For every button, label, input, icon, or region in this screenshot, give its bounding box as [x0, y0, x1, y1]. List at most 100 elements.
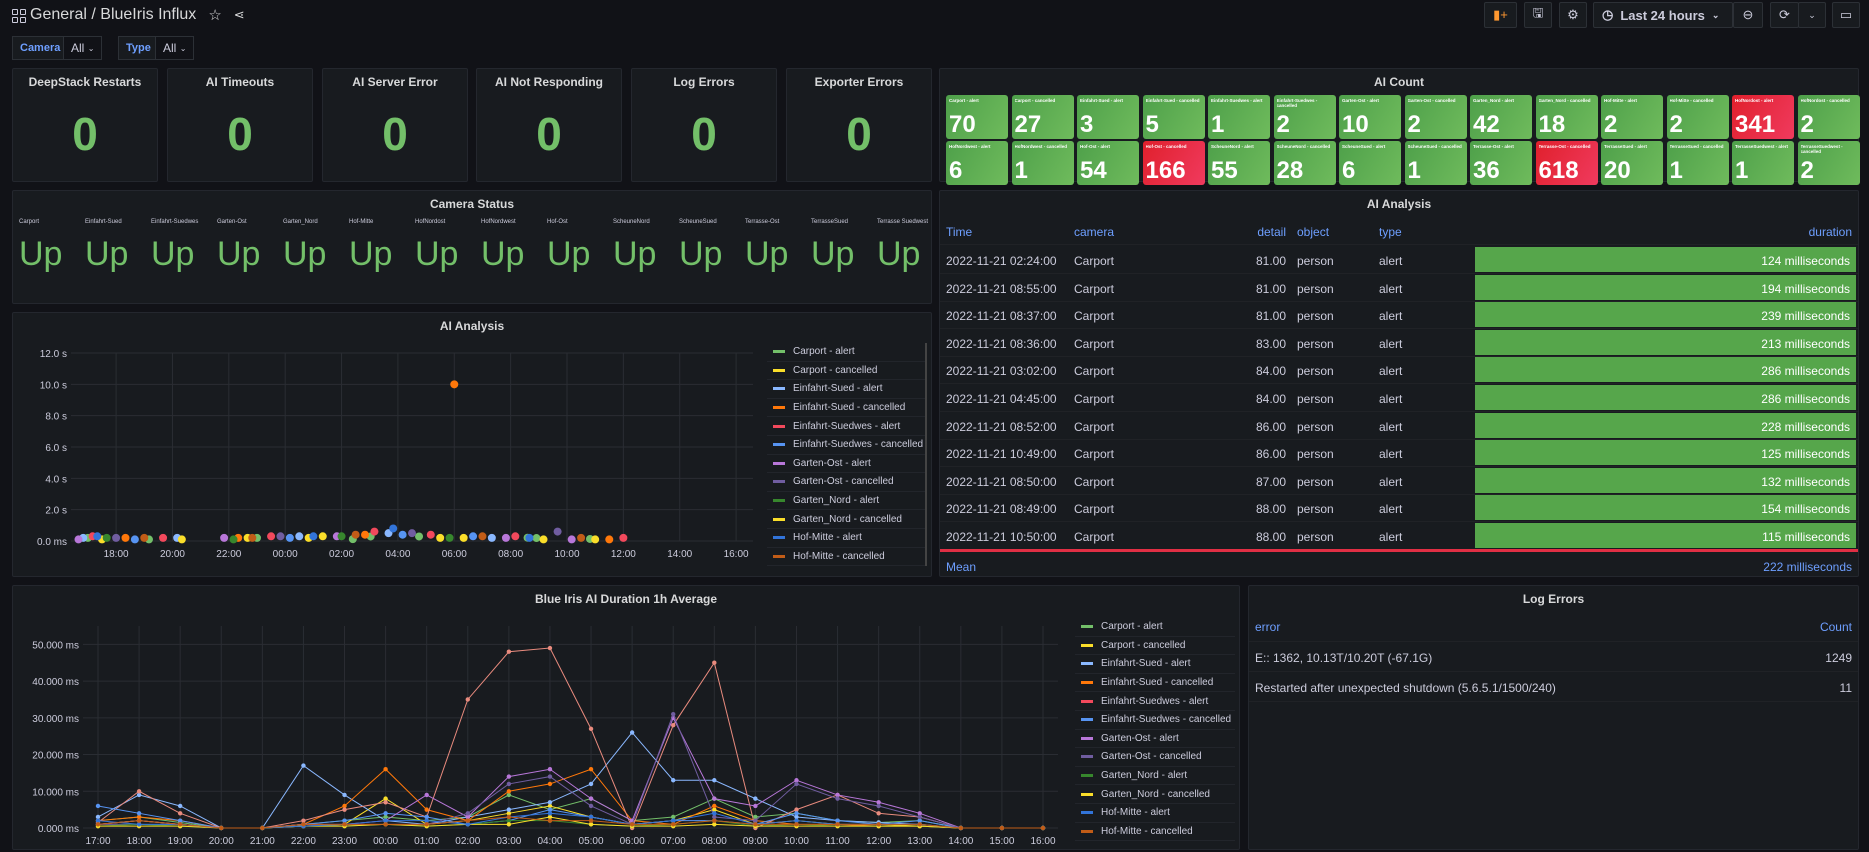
y-tick-label: 10.0 s	[40, 380, 67, 391]
footer-value: 222 milliseconds	[1763, 560, 1852, 574]
legend-item[interactable]: Einfahrt-Sued - cancelled	[767, 399, 925, 418]
legend-item[interactable]: Garten-Ost - cancelled	[767, 473, 925, 492]
legend-item[interactable]: Garten_Nord - alert	[767, 492, 925, 511]
dashboard-icon[interactable]	[12, 9, 26, 23]
legend-item[interactable]: Hof-Mitte - cancelled	[767, 548, 925, 567]
data-point	[753, 818, 758, 823]
legend-item[interactable]: Einfahrt-Suedwes - cancelled	[1075, 711, 1235, 730]
legend-item[interactable]: Carport - cancelled	[1075, 637, 1235, 656]
add-panel-button[interactable]: ▮+	[1484, 2, 1517, 28]
cell-time: 2022-11-21 08:55:00	[946, 281, 1057, 296]
legend-item[interactable]: Einfahrt-Suedwes - alert	[1075, 692, 1235, 711]
data-point	[547, 774, 553, 779]
panel-title: AI Not Responding	[495, 75, 603, 89]
tv-mode-button[interactable]: ▭	[1832, 2, 1860, 28]
scatter-point	[102, 533, 111, 542]
data-point	[547, 807, 553, 812]
legend-item[interactable]: Carport - cancelled	[767, 362, 925, 381]
refresh-button[interactable]: ⟳	[1770, 2, 1799, 28]
type-variable-select[interactable]: All ⌄	[155, 36, 195, 60]
legend-item[interactable]: Garten_Nord - cancelled	[767, 510, 925, 529]
tile-value: 2	[1276, 111, 1290, 138]
column-header-type[interactable]: type	[1379, 225, 1402, 239]
cell-duration: 125 milliseconds	[1475, 440, 1856, 466]
star-icon[interactable]: ☆	[208, 7, 222, 24]
refresh-interval-dropdown[interactable]: ⌄	[1798, 2, 1826, 28]
table-row[interactable]: 2022-11-21 08:36:00 Carport 83.00 person ale…	[940, 329, 1858, 357]
tile-label: Garten-Ost - alert	[1342, 98, 1380, 103]
table-row[interactable]: 2022-11-21 03:02:00 Carport 84.00 person ale…	[940, 356, 1858, 385]
legend-item[interactable]: Hof-Mitte - alert	[767, 529, 925, 548]
table-row[interactable]: E:: 1362, 10.13T/10.20T (-67.1G) 1249	[1249, 642, 1858, 672]
data-point	[712, 778, 717, 783]
legend-item[interactable]: Garten-Ost - alert	[767, 455, 925, 474]
legend-item[interactable]: Carport - alert	[1075, 618, 1235, 637]
scatter-point	[415, 532, 424, 541]
count-tile: Hof-Ost - cancelled 166	[1142, 141, 1205, 185]
table-row[interactable]: 2022-11-21 08:50:00 Carport 87.00 person ale…	[940, 467, 1858, 495]
scatter-point	[501, 533, 510, 542]
table-row[interactable]: 2022-11-21 10:50:00 Carport 88.00 person ale…	[940, 522, 1858, 550]
legend-item[interactable]: Einfahrt-Suedwes - cancelled	[767, 436, 925, 455]
tile-label: TerrasseSuedwest - alert	[1735, 144, 1788, 149]
column-header-detail[interactable]: detail	[1257, 225, 1286, 239]
legend-item[interactable]: Garten_Nord - alert	[1075, 767, 1235, 786]
data-point	[465, 697, 470, 702]
tile-value: 20	[1604, 157, 1631, 184]
panel-title: Log Errors	[673, 75, 735, 89]
legend-item[interactable]: Einfahrt-Sued - alert	[1075, 655, 1235, 674]
column-header-count[interactable]: Count	[1819, 620, 1852, 634]
cell-time: 2022-11-21 10:50:00	[946, 530, 1057, 544]
legend-item[interactable]: Garten-Ost - alert	[1075, 730, 1235, 749]
legend-item[interactable]: Garten_Nord - cancelled	[1075, 785, 1235, 804]
data-point	[547, 803, 553, 809]
legend-label: Garten_Nord - alert	[793, 495, 880, 507]
share-icon[interactable]: ⋖	[233, 7, 245, 22]
save-icon: 🖫	[1532, 5, 1544, 20]
legend-item[interactable]: Einfahrt-Suedwes - alert	[767, 417, 925, 436]
table-row[interactable]: 2022-11-21 02:24:00 Carport 81.00 person ale…	[940, 246, 1858, 274]
legend-item[interactable]: Einfahrt-Sued - alert	[767, 380, 925, 399]
data-point	[506, 649, 512, 654]
camera-status-value: Up	[745, 235, 789, 273]
camera-variable-label: Camera	[12, 36, 69, 60]
data-point	[465, 822, 470, 827]
data-point	[424, 818, 429, 823]
legend-item[interactable]: Hof-Mitte - cancelled	[1075, 823, 1235, 842]
table-row[interactable]: 2022-11-21 08:49:00 Carport 88.00 person ale…	[940, 494, 1858, 523]
table-row[interactable]: 2022-11-21 08:52:00 Carport 86.00 person ale…	[940, 412, 1858, 440]
column-header-time[interactable]: Time	[946, 225, 973, 239]
table-row[interactable]: Restarted after unexpected shutdown (5.6…	[1249, 672, 1858, 702]
legend-item[interactable]: Carport - alert	[767, 343, 925, 362]
table-row[interactable]: 2022-11-21 08:55:00 Carport 81.00 person ale…	[940, 274, 1858, 302]
legend-item[interactable]: Garten-Ost - cancelled	[1075, 748, 1235, 767]
table-row[interactable]: 2022-11-21 04:45:00 Carport 84.00 person ale…	[940, 384, 1858, 412]
table-row[interactable]: 2022-11-21 10:49:00 Carport 86.00 person ale…	[940, 439, 1858, 468]
y-tick-label: 0.000 ms	[38, 824, 79, 835]
data-point	[177, 803, 183, 809]
breadcrumb-folder[interactable]: General	[30, 6, 87, 23]
legend-label: Einfahrt-Suedwes - cancelled	[1101, 714, 1232, 726]
data-point	[958, 825, 964, 831]
settings-button[interactable]: ⚙	[1559, 2, 1587, 28]
camera-variable-select[interactable]: All ⌄	[63, 36, 103, 60]
column-header-object[interactable]: object	[1297, 225, 1330, 239]
legend-item[interactable]: Hof-Mitte - alert	[1075, 804, 1235, 823]
column-header-camera[interactable]: camera	[1074, 225, 1115, 239]
camera-status-value: Up	[415, 235, 459, 273]
column-header-error[interactable]: error	[1255, 620, 1281, 634]
data-point	[465, 818, 470, 823]
table-row[interactable]: 2022-11-21 08:37:00 Carport 81.00 person ale…	[940, 301, 1858, 330]
column-header-duration[interactable]: duration	[1808, 225, 1852, 239]
zoom-out-button[interactable]: ⊖	[1733, 2, 1763, 28]
scatter-point	[229, 535, 238, 544]
table-footer: Mean 222 milliseconds	[940, 549, 1858, 576]
camera-name: Hof-Mitte	[349, 219, 374, 225]
time-picker[interactable]: ◷ Last 24 hours ⌄	[1593, 2, 1733, 28]
count-tile: Terrasse-Ost - alert 36	[1470, 141, 1532, 185]
legend-swatch	[773, 461, 785, 465]
legend-swatch	[1081, 736, 1093, 740]
camera-name: HofNordost	[415, 219, 446, 225]
save-button[interactable]: 🖫	[1524, 2, 1552, 28]
legend-item[interactable]: Einfahrt-Sued - cancelled	[1075, 674, 1235, 693]
